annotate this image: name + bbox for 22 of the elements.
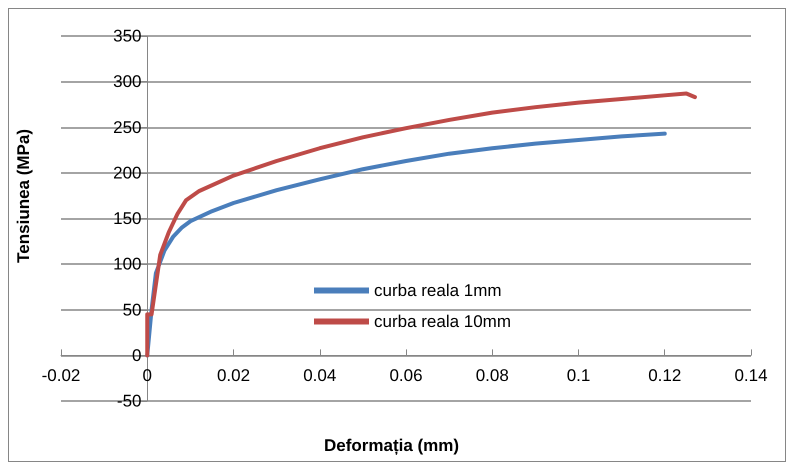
x-tick-label: 0.04 xyxy=(303,366,336,386)
y-tick-label: 150 xyxy=(113,209,142,228)
x-tick-label: 0.02 xyxy=(216,366,250,386)
y-tick-label: 50 xyxy=(122,300,142,320)
x-tick-label: 0.12 xyxy=(648,366,682,386)
x-tick-label: -0.02 xyxy=(42,366,80,386)
y-tick-label: -50 xyxy=(116,392,142,410)
y-axis-title: Tensiunea (MPa) xyxy=(14,128,33,263)
y-tick-label: 100 xyxy=(113,254,142,274)
legend-label: curba reala 10mm xyxy=(374,312,512,331)
x-tick-label: 0.08 xyxy=(476,366,509,386)
y-tick-label: 200 xyxy=(113,163,142,182)
x-tick-label: 0.14 xyxy=(734,366,768,386)
line-series xyxy=(145,91,697,358)
legend-label: curba reala 1mm xyxy=(374,281,502,300)
x-axis-title: Deformația (mm) xyxy=(324,436,460,455)
x-tick-label: 0.06 xyxy=(389,366,423,386)
y-tick-label: 350 xyxy=(113,26,142,46)
y-tick-label: 0 xyxy=(132,346,142,365)
y-tick-label: 250 xyxy=(113,118,142,137)
y-tick-label: 300 xyxy=(113,72,142,92)
x-tick-label: 0.1 xyxy=(566,366,590,386)
